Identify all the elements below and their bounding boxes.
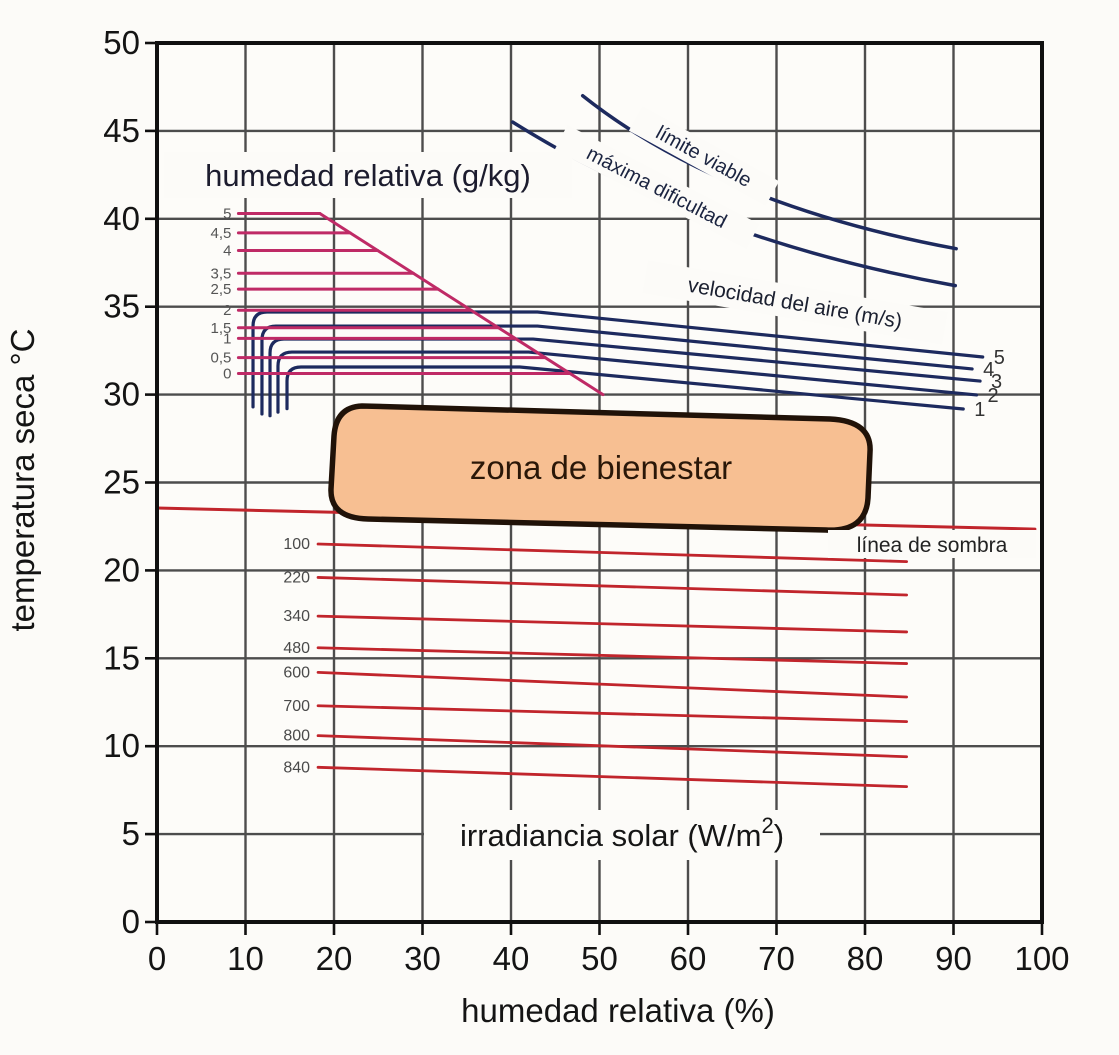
y-tick-label: 30 [103, 376, 140, 413]
air-velocity-label: 5 [994, 347, 1005, 369]
air-velocity-line [285, 365, 965, 411]
humidity-line-label: 3,5 [211, 265, 232, 282]
irradiance-line [316, 704, 908, 723]
air-velocity-label: 3 [991, 371, 1002, 393]
label-halo [828, 530, 1036, 558]
irradiance-line-label: 480 [283, 640, 310, 657]
plot-border [155, 41, 1044, 924]
humidity-line-label: 2 [223, 302, 231, 319]
label-halo [628, 106, 780, 206]
humidity-line-label: 0 [223, 366, 231, 383]
x-tick-label: 90 [935, 940, 972, 977]
humidity-line-label: 1,5 [211, 320, 232, 337]
x-tick-label: 50 [581, 940, 618, 977]
irradiance-title-group: irradiancia solar (W/m2) [424, 810, 820, 860]
humidity-line-label: 4 [223, 242, 231, 259]
irradiance-line-label: 840 [283, 759, 310, 776]
humidity-line-label: 5 [223, 206, 231, 223]
x-tick-label: 40 [493, 940, 530, 977]
air-velocity-label: 2 [988, 385, 999, 407]
saturation-line [318, 212, 605, 397]
irradiance-line-label: 100 [283, 536, 310, 553]
x-tick-label: 30 [404, 940, 441, 977]
humidity-line-label: 4,5 [211, 225, 232, 242]
label-halo [642, 260, 948, 345]
air-velocity-label: 4 [983, 359, 994, 381]
irradiance-line [316, 765, 908, 789]
humidity-lines-title: humedad relativa (g/kg) [205, 158, 531, 193]
y-tick-label: 10 [103, 727, 140, 764]
irradiance-line-label: 800 [283, 728, 310, 745]
label-halo [164, 152, 572, 198]
comfort-zone-box [328, 403, 873, 533]
x-tick-label: 70 [758, 940, 795, 977]
irradiance-line [316, 614, 908, 634]
irradiance-line-label: 220 [283, 569, 310, 586]
y-tick-label: 40 [103, 200, 140, 237]
irradiance-title: irradiancia solar (W/m2) [460, 813, 784, 853]
air-velocity-line [251, 310, 985, 409]
y-tick-label: 5 [122, 815, 140, 852]
y-tick-label: 50 [103, 24, 140, 61]
humidity-line-label: 0,5 [211, 350, 232, 367]
y-tick-label: 45 [103, 112, 140, 149]
y-tick-label: 25 [103, 464, 140, 501]
label-halo [554, 125, 760, 249]
x-tick-label: 0 [148, 940, 166, 977]
humidity-line-label: 1 [223, 330, 231, 347]
irradiance-line-label: 700 [283, 698, 310, 715]
label-halo [424, 810, 820, 860]
x-axis-title: humedad relativa (%) [461, 992, 775, 1029]
irradiance-line [316, 646, 908, 665]
air-velocity-label: 1 [974, 399, 985, 421]
x-tick-label: 60 [670, 940, 707, 977]
x-tick-label: 10 [227, 940, 264, 977]
x-tick-label: 20 [316, 940, 353, 977]
irradiance-line-label: 600 [283, 664, 310, 681]
x-tick-label: 100 [1014, 940, 1069, 977]
x-tick-label: 80 [847, 940, 884, 977]
irradiance-line [316, 670, 908, 699]
irradiance-line-label: 340 [283, 608, 310, 625]
air-velocity-line [276, 350, 979, 414]
y-tick-label: 20 [103, 551, 140, 588]
shade-line-label: línea de sombra [857, 534, 1008, 557]
irradiance-line [316, 542, 908, 564]
y-tick-label: 15 [103, 639, 140, 676]
humidity-line-label: 2,5 [211, 281, 232, 298]
irradiance-line [316, 576, 908, 597]
comfort-zone-label: zona de bienestar [470, 449, 732, 486]
shade-line-label-group: línea de sombra [828, 530, 1036, 558]
y-tick-label: 35 [103, 288, 140, 325]
y-tick-label: 0 [122, 903, 140, 940]
y-axis-title: temperatura seca °C [4, 329, 41, 632]
irradiance-line [316, 734, 908, 759]
humidity-lines-title-group: humedad relativa (g/kg) [164, 152, 572, 198]
